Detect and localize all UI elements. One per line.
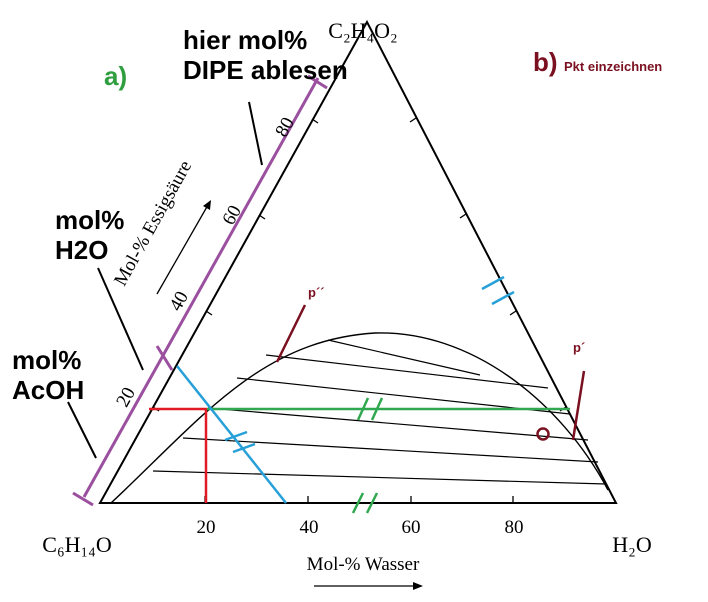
mol-h2o-line-1: mol%: [55, 205, 125, 235]
binodal-curve: [110, 332, 609, 504]
label-b: b): [533, 47, 558, 77]
purple-bracket-line: [82, 77, 320, 498]
left-tick: [205, 310, 213, 316]
bottom-tick-label: 20: [197, 517, 216, 538]
bottom-tick-label: 60: [402, 517, 421, 538]
tie-lines: [152, 339, 607, 485]
label-b-group: b) Pkt einzeichnen: [533, 47, 663, 78]
hash-mark: [232, 442, 256, 454]
bottom-tick-label: 40: [300, 517, 319, 538]
mol-acoh-annotation: mol% AcOH: [12, 345, 85, 406]
mol-acoh-line-1: mol%: [12, 345, 82, 375]
left-axis-arrowhead: [203, 200, 211, 210]
p-prime-pointer: [571, 370, 586, 441]
pointer-acoh: [67, 401, 97, 459]
left-tick-label: 60: [218, 202, 246, 229]
marked-point: [536, 427, 550, 441]
left-axis-arrow: [156, 204, 209, 295]
hash-mark: [491, 290, 515, 306]
red-reading-lines: [149, 407, 208, 503]
read-dipe-line-1: hier mol%: [183, 25, 308, 55]
hash-mark: [224, 430, 248, 442]
read-dipe-line-2: DIPE ablesen: [183, 54, 348, 85]
p-prime-label: p´: [573, 340, 585, 355]
label-a: a): [104, 61, 128, 91]
tie-line: [327, 339, 481, 376]
bottom-tick-label: 80: [505, 517, 524, 538]
edge-ticks: [152, 117, 567, 503]
mol-h2o-line-2: H2O: [55, 234, 109, 265]
vertex-top-label: C₂H₄O₂: [328, 18, 397, 43]
bottom-axis-title: Mol-% Wasser: [307, 554, 420, 575]
tie-line: [265, 354, 549, 389]
vertex-right-label: H₂O: [612, 532, 651, 557]
mol-acoh-line-2: AcOH: [12, 374, 85, 405]
read-dipe-annotation: hier mol% DIPE ablesen: [183, 25, 348, 86]
bottom-axis-arrowhead: [413, 582, 423, 590]
blue-hash-marks: [224, 275, 515, 454]
green-hash-marks: [351, 397, 384, 514]
left-tick: [258, 214, 266, 220]
purple-bracket-cap: [307, 74, 328, 90]
tie-line: [182, 437, 599, 463]
left-tick: [311, 118, 319, 124]
label-b-text: Pkt einzeichnen: [564, 59, 663, 74]
p-double-prime-pointer: [275, 304, 307, 363]
right-tick: [409, 117, 417, 123]
tie-line: [207, 407, 589, 441]
p-double-prime-label: p´´: [308, 285, 325, 300]
purple-bracket-cap: [155, 345, 174, 371]
pointer-h2o: [97, 267, 144, 371]
hash-mark: [356, 397, 370, 421]
tie-line: [152, 470, 607, 485]
vertex-left-label: C₆H₁₄O: [42, 532, 111, 557]
blue-line: [176, 365, 287, 504]
annotation-pointers: [67, 101, 263, 459]
hash-mark: [365, 492, 379, 514]
right-tick: [459, 213, 467, 219]
right-tick: [509, 310, 517, 316]
hash-mark: [351, 492, 365, 514]
hash-mark: [370, 397, 384, 421]
pointer-dipe: [248, 101, 263, 166]
mol-h2o-annotation: mol% H2O: [55, 205, 125, 266]
hash-mark: [481, 275, 505, 291]
purple-bracket: [72, 74, 328, 507]
purple-bracket-cap: [72, 491, 94, 507]
